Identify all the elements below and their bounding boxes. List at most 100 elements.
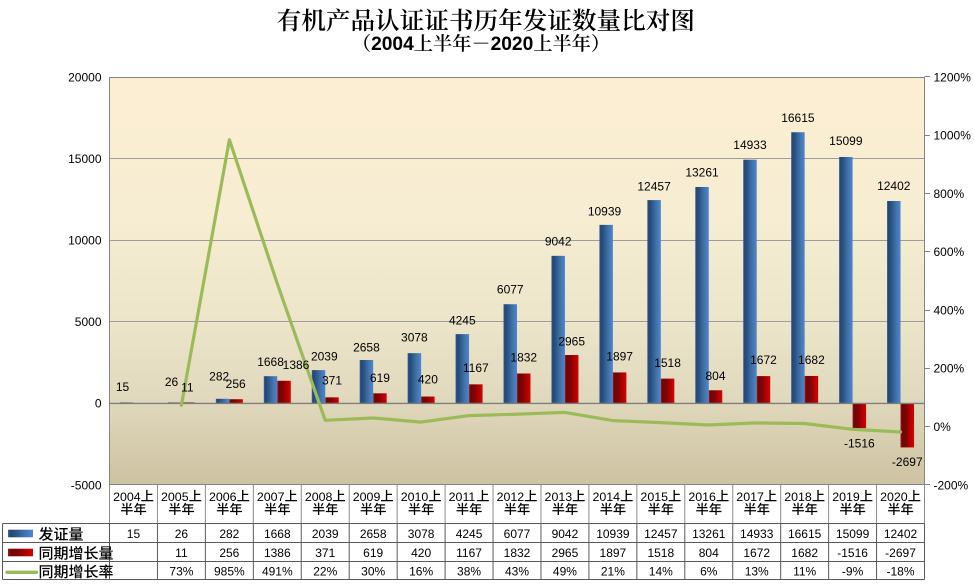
svg-text:11%: 11% [793, 564, 816, 578]
svg-text:2018: 2018 [784, 490, 812, 504]
svg-text:14933: 14933 [740, 527, 774, 541]
svg-text:4245: 4245 [456, 527, 483, 541]
svg-text:2039: 2039 [311, 350, 338, 364]
svg-text:2019: 2019 [832, 490, 860, 504]
svg-text:49%: 49% [553, 564, 577, 578]
svg-text:21%: 21% [601, 564, 625, 578]
svg-text:600%: 600% [934, 245, 965, 259]
svg-text:2006: 2006 [209, 490, 237, 504]
svg-text:2010: 2010 [401, 490, 429, 504]
svg-text:12402: 12402 [877, 179, 911, 193]
svg-text:2039: 2039 [312, 527, 339, 541]
svg-text:619: 619 [363, 546, 383, 560]
svg-text:38%: 38% [457, 564, 481, 578]
svg-text:2014: 2014 [592, 490, 620, 504]
svg-text:371: 371 [315, 546, 335, 560]
svg-text:5000: 5000 [75, 315, 102, 329]
svg-text:9042: 9042 [545, 235, 572, 249]
svg-text:2020: 2020 [491, 34, 534, 55]
svg-text:256: 256 [226, 377, 246, 391]
svg-text:15: 15 [127, 527, 141, 541]
svg-text:1386: 1386 [264, 546, 291, 560]
svg-text:2658: 2658 [360, 527, 387, 541]
svg-text:26: 26 [175, 527, 189, 541]
svg-text:-5000: -5000 [71, 478, 102, 492]
svg-text:1672: 1672 [743, 546, 770, 560]
svg-text:14%: 14% [649, 564, 673, 578]
svg-text:619: 619 [370, 371, 390, 385]
svg-text:13261: 13261 [685, 166, 719, 180]
svg-text:4245: 4245 [449, 313, 476, 327]
svg-text:1518: 1518 [654, 356, 681, 370]
svg-text:985%: 985% [214, 564, 245, 578]
svg-text:13261: 13261 [692, 527, 726, 541]
svg-text:12457: 12457 [637, 180, 671, 194]
svg-text:2008: 2008 [305, 490, 333, 504]
svg-text:6077: 6077 [504, 527, 531, 541]
svg-text:12457: 12457 [644, 527, 678, 541]
svg-text:256: 256 [219, 546, 239, 560]
svg-text:1672: 1672 [750, 353, 777, 367]
svg-text:16615: 16615 [781, 111, 815, 125]
svg-text:15: 15 [116, 380, 130, 394]
svg-text:804: 804 [705, 369, 725, 383]
svg-text:12402: 12402 [884, 527, 918, 541]
svg-text:11: 11 [175, 546, 188, 560]
svg-text:282: 282 [219, 527, 239, 541]
svg-text:2011: 2011 [449, 490, 476, 504]
svg-text:14933: 14933 [733, 138, 767, 152]
svg-text:1167: 1167 [463, 361, 489, 375]
svg-text:2009: 2009 [353, 490, 381, 504]
svg-text:800%: 800% [934, 187, 965, 201]
svg-text:43%: 43% [505, 564, 529, 578]
svg-text:0%: 0% [934, 420, 952, 434]
svg-text:420: 420 [411, 546, 431, 560]
svg-text:-18%: -18% [887, 564, 915, 578]
svg-text:15099: 15099 [829, 134, 863, 148]
svg-text:371: 371 [322, 373, 342, 387]
svg-text:-9%: -9% [842, 564, 864, 578]
svg-text:2015: 2015 [640, 490, 668, 504]
svg-text:1200%: 1200% [934, 70, 972, 84]
svg-text:15099: 15099 [836, 527, 870, 541]
svg-text:1832: 1832 [504, 546, 531, 560]
svg-text:13%: 13% [745, 564, 769, 578]
svg-text:400%: 400% [934, 303, 965, 317]
svg-text:-1516: -1516 [844, 437, 875, 451]
svg-text:1167: 1167 [456, 546, 482, 560]
svg-text:10939: 10939 [596, 527, 630, 541]
svg-text:30%: 30% [361, 564, 385, 578]
svg-text:2004: 2004 [371, 34, 414, 55]
svg-text:2013: 2013 [545, 490, 573, 504]
svg-text:-2697: -2697 [885, 546, 916, 560]
svg-text:20000: 20000 [68, 70, 102, 84]
svg-text:1682: 1682 [798, 353, 825, 367]
svg-text:11: 11 [181, 380, 194, 394]
svg-text:2965: 2965 [558, 335, 585, 349]
svg-text:16%: 16% [409, 564, 433, 578]
svg-text:2012: 2012 [497, 490, 525, 504]
svg-text:15000: 15000 [68, 152, 102, 166]
svg-text:2005: 2005 [161, 490, 189, 504]
svg-text:10000: 10000 [68, 234, 102, 248]
svg-text:73%: 73% [169, 564, 193, 578]
svg-text:16615: 16615 [788, 527, 822, 541]
svg-text:804: 804 [699, 546, 719, 560]
svg-text:1386: 1386 [283, 358, 310, 372]
svg-text:1897: 1897 [600, 546, 627, 560]
svg-text:1682: 1682 [791, 546, 818, 560]
svg-text:420: 420 [418, 373, 438, 387]
svg-text:-1516: -1516 [837, 546, 868, 560]
svg-text:2004: 2004 [113, 490, 141, 504]
svg-text:491%: 491% [262, 564, 293, 578]
svg-text:1832: 1832 [510, 351, 537, 365]
svg-text:3078: 3078 [408, 527, 435, 541]
svg-text:1000%: 1000% [934, 129, 972, 143]
svg-text:3078: 3078 [401, 331, 428, 345]
svg-text:1668: 1668 [257, 355, 284, 369]
svg-text:-200%: -200% [934, 478, 969, 492]
svg-text:1518: 1518 [647, 546, 674, 560]
svg-text:-2697: -2697 [892, 455, 923, 469]
svg-text:2016: 2016 [688, 490, 716, 504]
svg-text:2658: 2658 [353, 341, 380, 355]
